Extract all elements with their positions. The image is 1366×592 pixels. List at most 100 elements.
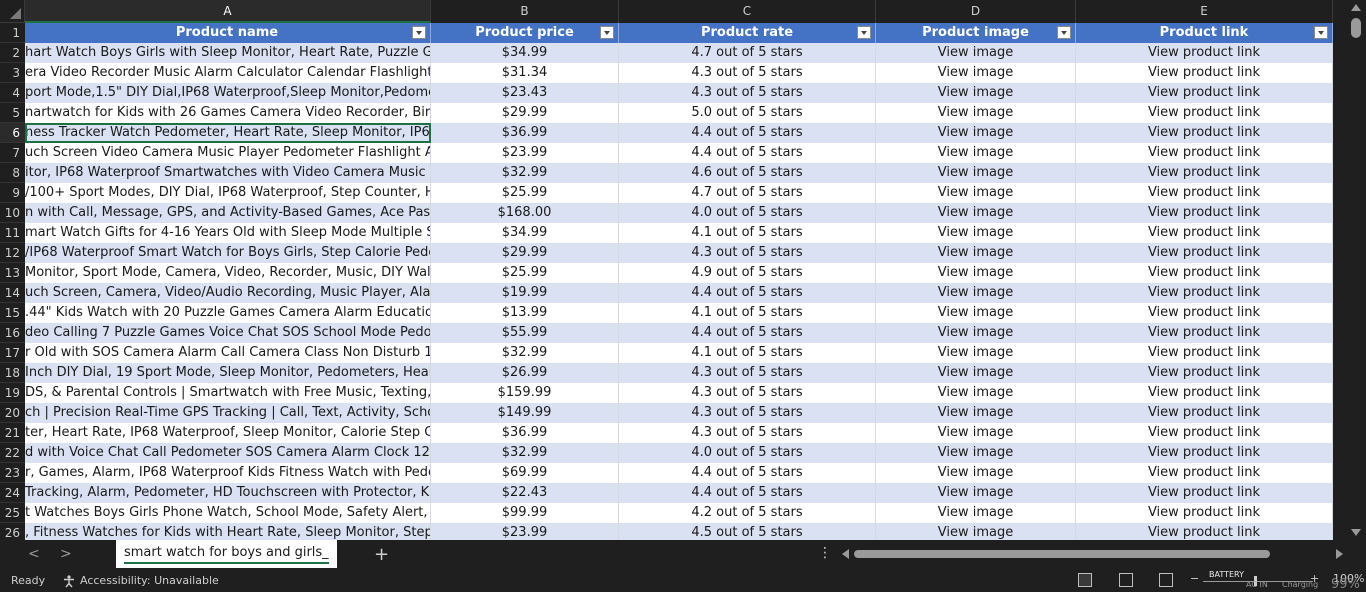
row-header[interactable]: 1 [0,23,25,43]
cell-image[interactable]: View image [876,383,1076,403]
cell-link[interactable]: View product link [1076,343,1333,363]
cell-link[interactable]: View product link [1076,523,1333,540]
cell-image[interactable]: View image [876,203,1076,223]
cell-name[interactable]: port Mode,1.5" DIY Dial,IP68 Waterproof,… [25,83,431,103]
cell-link[interactable]: View product link [1076,163,1333,183]
cell-price[interactable]: $23.99 [431,143,619,163]
cell-link[interactable]: View product link [1076,423,1333,443]
cell-rate[interactable]: 4.4 out of 5 stars [619,143,876,163]
cell-price[interactable]: $99.99 [431,503,619,523]
cell-price[interactable]: $29.99 [431,243,619,263]
column-header-e[interactable]: E [1076,0,1333,23]
row-header[interactable]: 14 [0,283,25,303]
cell-rate[interactable]: 4.1 out of 5 stars [619,223,876,243]
cell-price[interactable]: $159.99 [431,383,619,403]
cell-link[interactable]: View product link [1076,403,1333,423]
cell-name[interactable]: n with Call, Message, GPS, and Activity-… [25,203,431,223]
cell-link[interactable]: View product link [1076,443,1333,463]
cell-image[interactable]: View image [876,163,1076,183]
column-header-b[interactable]: B [431,0,619,23]
cell-rate[interactable]: 4.3 out of 5 stars [619,63,876,83]
filter-dropdown-icon[interactable] [412,26,426,39]
header-product-image[interactable]: Product image [876,23,1076,43]
cell-link[interactable]: View product link [1076,223,1333,243]
cell-name[interactable]: nartwatch for Kids with 26 Games Camera … [25,103,431,123]
row-header[interactable]: 24 [0,483,25,503]
header-product-rate[interactable]: Product rate [619,23,876,43]
cell-price[interactable]: $13.99 [431,303,619,323]
cell-rate[interactable]: 4.6 out of 5 stars [619,163,876,183]
row-header[interactable]: 18 [0,363,25,383]
cell-image[interactable]: View image [876,503,1076,523]
cell-image[interactable]: View image [876,283,1076,303]
cell-link[interactable]: View product link [1076,143,1333,163]
cell-price[interactable]: $69.99 [431,463,619,483]
cell-name[interactable]: .44" Kids Watch with 20 Puzzle Games Cam… [25,303,431,323]
cell-rate[interactable]: 5.0 out of 5 stars [619,103,876,123]
cell-image[interactable]: View image [876,523,1076,540]
row-header[interactable]: 10 [0,203,25,223]
row-header[interactable]: 2 [0,43,25,63]
cell-rate[interactable]: 4.0 out of 5 stars [619,203,876,223]
cell-name[interactable]: deo Calling 7 Puzzle Games Voice Chat SO… [25,323,431,343]
page-break-view-icon[interactable] [1159,573,1173,587]
cell-price[interactable]: $36.99 [431,123,619,143]
cell-image[interactable]: View image [876,363,1076,383]
row-header[interactable]: 25 [0,503,25,523]
cell-rate[interactable]: 4.0 out of 5 stars [619,443,876,463]
row-header[interactable]: 4 [0,83,25,103]
cell-rate[interactable]: 4.4 out of 5 stars [619,483,876,503]
cell-image[interactable]: View image [876,123,1076,143]
cell-link[interactable]: View product link [1076,243,1333,263]
cell-price[interactable]: $32.99 [431,163,619,183]
cell-link[interactable]: View product link [1076,303,1333,323]
cell-name[interactable]: DS, & Parental Controls | Smartwatch wit… [25,383,431,403]
cell-link[interactable]: View product link [1076,323,1333,343]
cell-image[interactable]: View image [876,463,1076,483]
cell-image[interactable]: View image [876,443,1076,463]
cell-image[interactable]: View image [876,343,1076,363]
cell-price[interactable]: $29.99 [431,103,619,123]
scroll-down-arrow-icon[interactable] [1351,529,1361,536]
row-header[interactable]: 13 [0,263,25,283]
vertical-scroll-thumb[interactable] [1351,18,1361,38]
cell-name[interactable]: r, Games, Alarm, IP68 Waterproof Kids Fi… [25,463,431,483]
cell-name[interactable]: r Old with SOS Camera Alarm Call Camera … [25,343,431,363]
cell-link[interactable]: View product link [1076,203,1333,223]
cell-price[interactable]: $55.99 [431,323,619,343]
cell-price[interactable]: $32.99 [431,343,619,363]
zoom-out-button[interactable]: − [1190,572,1200,585]
cell-name[interactable]: /IP68 Waterproof Smart Watch for Boys Gi… [25,243,431,263]
row-header[interactable]: 12 [0,243,25,263]
cell-rate[interactable]: 4.4 out of 5 stars [619,123,876,143]
column-header-a[interactable]: A [25,0,431,23]
cell-name[interactable]: era Video Recorder Music Alarm Calculato… [25,63,431,83]
cell-price[interactable]: $31.34 [431,63,619,83]
cell-price[interactable]: $36.99 [431,423,619,443]
cell-image[interactable]: View image [876,303,1076,323]
cell-price[interactable]: $25.99 [431,263,619,283]
cell-price[interactable]: $32.99 [431,443,619,463]
tab-split-handle[interactable]: ⋮ [818,545,832,561]
row-header[interactable]: 17 [0,343,25,363]
row-header[interactable]: 9 [0,183,25,203]
cell-link[interactable]: View product link [1076,183,1333,203]
cell-rate[interactable]: 4.7 out of 5 stars [619,183,876,203]
header-product-name[interactable]: Product name [25,23,431,43]
cell-name[interactable]: uch Screen Video Camera Music Player Ped… [25,143,431,163]
cell-image[interactable]: View image [876,483,1076,503]
cell-link[interactable]: View product link [1076,83,1333,103]
cell-link[interactable]: View product link [1076,363,1333,383]
cell-name[interactable]: /100+ Sport Modes, DIY Dial, IP68 Waterp… [25,183,431,203]
cell-link[interactable]: View product link [1076,103,1333,123]
row-header[interactable]: 3 [0,63,25,83]
header-product-link[interactable]: Product link [1076,23,1333,43]
cell-link[interactable]: View product link [1076,123,1333,143]
cell-price[interactable]: $34.99 [431,223,619,243]
cell-rate[interactable]: 4.3 out of 5 stars [619,423,876,443]
cell-image[interactable]: View image [876,143,1076,163]
cell-image[interactable]: View image [876,43,1076,63]
cell-image[interactable]: View image [876,223,1076,243]
scroll-up-arrow-icon[interactable] [1351,4,1361,11]
cell-rate[interactable]: 4.3 out of 5 stars [619,243,876,263]
